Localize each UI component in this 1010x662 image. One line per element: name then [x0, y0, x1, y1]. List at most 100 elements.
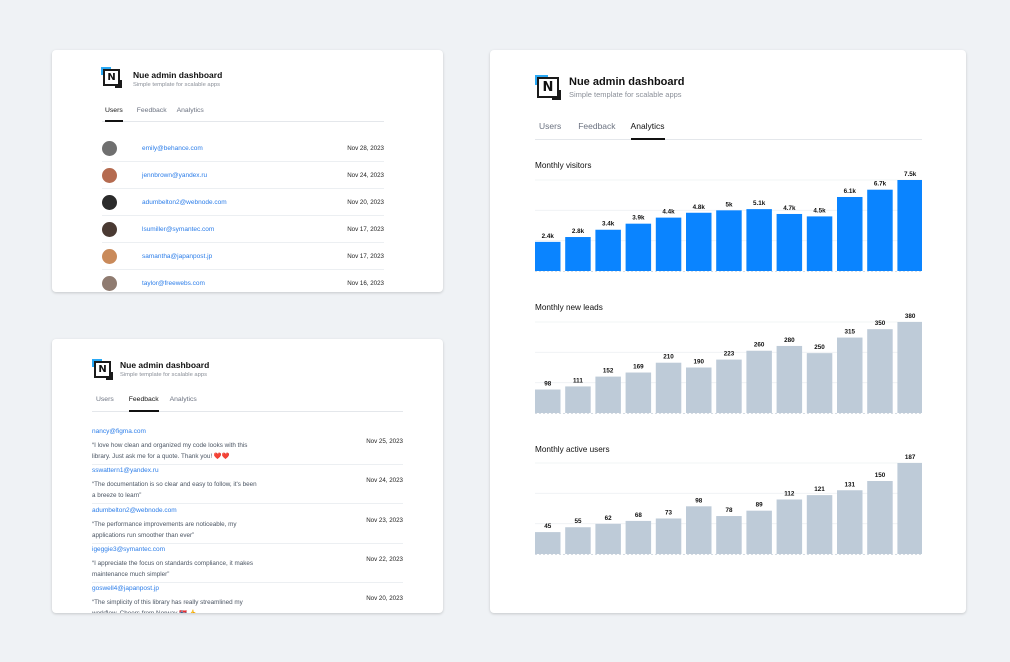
data-label: 73: [665, 509, 673, 516]
bar: [595, 523, 621, 554]
bar: [867, 329, 893, 413]
tab-users[interactable]: Users: [96, 396, 114, 403]
bar: [655, 217, 682, 271]
user-date: Nov 24, 2023: [347, 171, 384, 179]
bar: [746, 510, 772, 554]
tab-analytics[interactable]: Analytics: [169, 396, 197, 403]
data-label: 112: [784, 490, 795, 497]
feedback-card: N Nue admin dashboard Simple template fo…: [52, 339, 443, 613]
bar: [535, 389, 561, 413]
feedback-item[interactable]: nancy@figma.com Nov 25, 2023 “I love how c…: [92, 428, 403, 465]
feedback-email[interactable]: goswell4@japanpost.jp: [92, 585, 159, 593]
user-email[interactable]: adumbelton2@webnode.com: [142, 198, 227, 206]
tab-users[interactable]: Users: [105, 107, 123, 122]
bar: [686, 367, 712, 413]
data-label: 89: [756, 502, 764, 509]
feedback-text: “The documentation is so clear and easy …: [92, 481, 257, 500]
app-subtitle: Simple template for scalable apps: [569, 90, 682, 99]
feedback-text: “I love how clean and organized my code …: [92, 442, 248, 460]
tab-feedback[interactable]: Feedback: [128, 396, 159, 412]
tab-analytics[interactable]: Analytics: [176, 107, 204, 114]
data-label: 315: [844, 329, 855, 336]
data-label: 223: [724, 351, 735, 358]
data-label: 111: [573, 377, 583, 384]
feedback-item[interactable]: igeggie3@symantec.com Nov 22, 2023 “I appr…: [92, 546, 403, 583]
bar: [746, 209, 772, 271]
feedback-email[interactable]: sswattern1@yandex.ru: [92, 467, 159, 475]
data-label: 68: [635, 512, 643, 519]
data-label: 6.1k: [844, 188, 857, 195]
feedback-email[interactable]: nancy@figma.com: [92, 428, 146, 435]
feedback-text: “The performance improvements are notice…: [92, 520, 237, 539]
feedback-text: “I appreciate the focus on standards com…: [92, 559, 254, 578]
chart-title-visitors: Monthly visitors: [535, 161, 592, 170]
tab-users[interactable]: Users: [539, 121, 562, 131]
data-label: 187: [905, 454, 916, 461]
feedback-item[interactable]: adumbelton2@webnode.com Nov 23, 2023 “The …: [92, 507, 403, 544]
bar: [806, 353, 833, 413]
user-email[interactable]: taylor@freewebs.com: [142, 279, 205, 287]
data-label: 121: [814, 486, 825, 493]
feedback-date: Nov 20, 2023: [366, 595, 403, 603]
data-label: 78: [725, 507, 733, 514]
data-label: 350: [875, 320, 886, 327]
user-row[interactable]: jennbrown@yandex.ru Nov 24, 2023: [102, 162, 384, 189]
user-row[interactable]: samantha@japanpost.jp Nov 17, 2023: [102, 243, 384, 270]
nue-logo-icon: N: [101, 67, 122, 88]
tab-feedback[interactable]: Feedback: [136, 107, 167, 114]
tab-bar: Users Feedback Analytics: [535, 121, 922, 140]
bar: [897, 463, 922, 554]
user-row[interactable]: lsumiller@symantec.com Nov 17, 2023: [102, 216, 384, 243]
bar: [535, 532, 561, 554]
bar: [746, 350, 772, 413]
feedback-text: “The simplicity of this library has real…: [92, 599, 243, 613]
user-row[interactable]: emily@behance.com Nov 28, 2023: [102, 135, 384, 162]
bar: [806, 216, 833, 271]
feedback-item[interactable]: goswell4@japanpost.jp Nov 20, 2023 “The si…: [92, 585, 403, 613]
bar: [897, 180, 922, 271]
bar: [776, 345, 803, 413]
feedback-email[interactable]: igeggie3@symantec.com: [92, 545, 166, 553]
tab-feedback[interactable]: Feedback: [578, 121, 616, 131]
feedback-date: Nov 24, 2023: [366, 477, 403, 485]
avatar: [102, 194, 117, 210]
user-email[interactable]: emily@behance.com: [142, 144, 203, 152]
app-title: Nue admin dashboard: [569, 76, 685, 88]
tab-analytics[interactable]: Analytics: [630, 121, 665, 140]
user-row[interactable]: adumbelton2@webnode.com Nov 20, 2023: [102, 189, 384, 216]
data-label: 169: [633, 364, 644, 371]
feedback-date: Nov 25, 2023: [366, 438, 403, 445]
user-date: Nov 28, 2023: [347, 144, 384, 152]
data-label: 4.8k: [693, 204, 706, 211]
bar: [625, 223, 652, 271]
chart-title-active-users: Monthly active users: [535, 445, 610, 454]
data-label: 260: [754, 342, 765, 349]
bar: [535, 241, 561, 271]
chart-leads-svg: 98 111 152 169 210 190 223 260 280 250 315 350 380: [535, 313, 922, 414]
bar: [806, 495, 833, 554]
user-row[interactable]: taylor@freewebs.com Nov 16, 2023: [102, 270, 384, 292]
data-label: 2.8k: [572, 228, 585, 235]
feedback-email[interactable]: adumbelton2@webnode.com: [92, 506, 177, 514]
data-label: 4.5k: [813, 207, 826, 214]
user-email[interactable]: lsumiller@symantec.com: [142, 225, 215, 233]
data-label: 2.4k: [542, 233, 555, 240]
bar: [595, 229, 621, 271]
data-label: 4.4k: [662, 209, 675, 216]
chart-visitors: 2.4k 2.8k 3.4k 3.9k 4.4k 4.8k 5k 5.1k 4.7k 4.5k 6.…: [535, 170, 922, 272]
data-label: 4.7k: [783, 205, 796, 212]
avatar: [102, 275, 117, 291]
bar: [716, 359, 742, 413]
user-email[interactable]: samantha@japanpost.jp: [142, 252, 213, 260]
bar: [655, 518, 682, 554]
nue-logo-icon: N: [92, 359, 113, 380]
data-label: 98: [695, 497, 703, 504]
bar: [837, 196, 863, 271]
feedback-item[interactable]: sswattern1@yandex.ru Nov 24, 2023 “The doc…: [92, 467, 403, 505]
data-label: 210: [663, 354, 674, 361]
bar: [867, 189, 893, 271]
user-email[interactable]: jennbrown@yandex.ru: [142, 171, 208, 179]
data-label: 150: [875, 472, 886, 479]
user-date: Nov 17, 2023: [347, 225, 384, 233]
tab-bar: Users Feedback Analytics: [92, 396, 403, 412]
